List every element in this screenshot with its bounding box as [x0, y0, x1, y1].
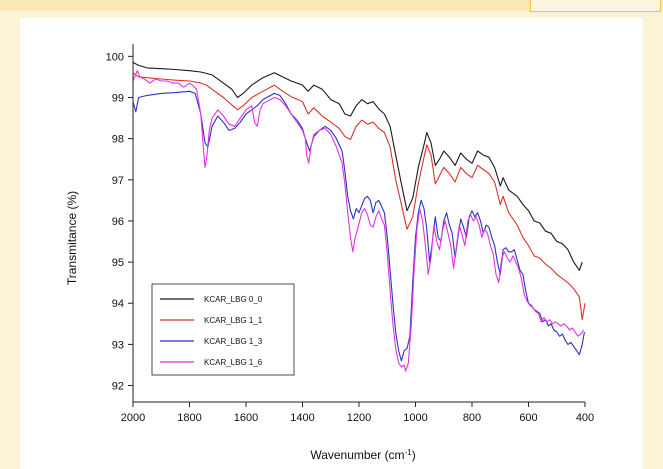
legend-label-4: KCAR_LBG 1_6 — [204, 358, 263, 367]
series-line-4 — [132, 70, 585, 372]
x-tick-label: 2000 — [121, 412, 145, 424]
corner-frame — [530, 0, 661, 12]
y-tick-label: 92 — [112, 381, 124, 393]
y-tick-label: 93 — [112, 339, 124, 351]
x-tick-label: 400 — [576, 412, 594, 424]
legend: KCAR_LBG 0_0 KCAR_LBG 1_1 KCAR_LBG 1_3 KCAR… — [151, 283, 295, 376]
series-line-2 — [132, 72, 586, 321]
y-tick-label: 98 — [112, 134, 124, 146]
x-tick-label: 1600 — [234, 412, 258, 424]
x-tick-label: 1000 — [403, 412, 427, 424]
x-tick-label: 1800 — [177, 412, 201, 424]
y-axis-label: Transmitance (%) — [65, 191, 79, 285]
series-line-1 — [132, 62, 583, 271]
x-tick-label: 800 — [463, 412, 481, 424]
chart-background — [20, 18, 643, 469]
top-accent-bar — [0, 0, 663, 11]
legend-label-3: KCAR_LBG 1_3 — [204, 337, 263, 346]
chart-panel: 2000 1800 1600 1400 1200 1000 800 600 400 92 93 94 9… — [20, 18, 643, 469]
x-tick-label: 600 — [519, 412, 537, 424]
x-tick-label: 1400 — [290, 412, 314, 424]
legend-label-2: KCAR_LBG 1_1 — [204, 316, 263, 325]
y-tick-label: 96 — [112, 216, 124, 228]
ftir-chart: 2000 1800 1600 1400 1200 1000 800 600 400 92 93 94 9… — [20, 18, 643, 469]
x-tick-label: 1200 — [347, 412, 371, 424]
axis-layer: 2000 1800 1600 1400 1200 1000 800 600 400 92 93 94 9… — [106, 44, 594, 424]
y-tick-label: 95 — [112, 257, 124, 269]
legend-label-1: KCAR_LBG 0_0 — [204, 295, 263, 304]
y-tick-label: 97 — [112, 175, 124, 187]
y-tick-label: 94 — [112, 298, 124, 310]
y-tick-label: 100 — [106, 51, 124, 63]
x-axis-label: Wavenumber (cm-1) — [310, 448, 415, 463]
y-tick-label: 99 — [112, 92, 124, 104]
series-layer — [132, 62, 586, 372]
